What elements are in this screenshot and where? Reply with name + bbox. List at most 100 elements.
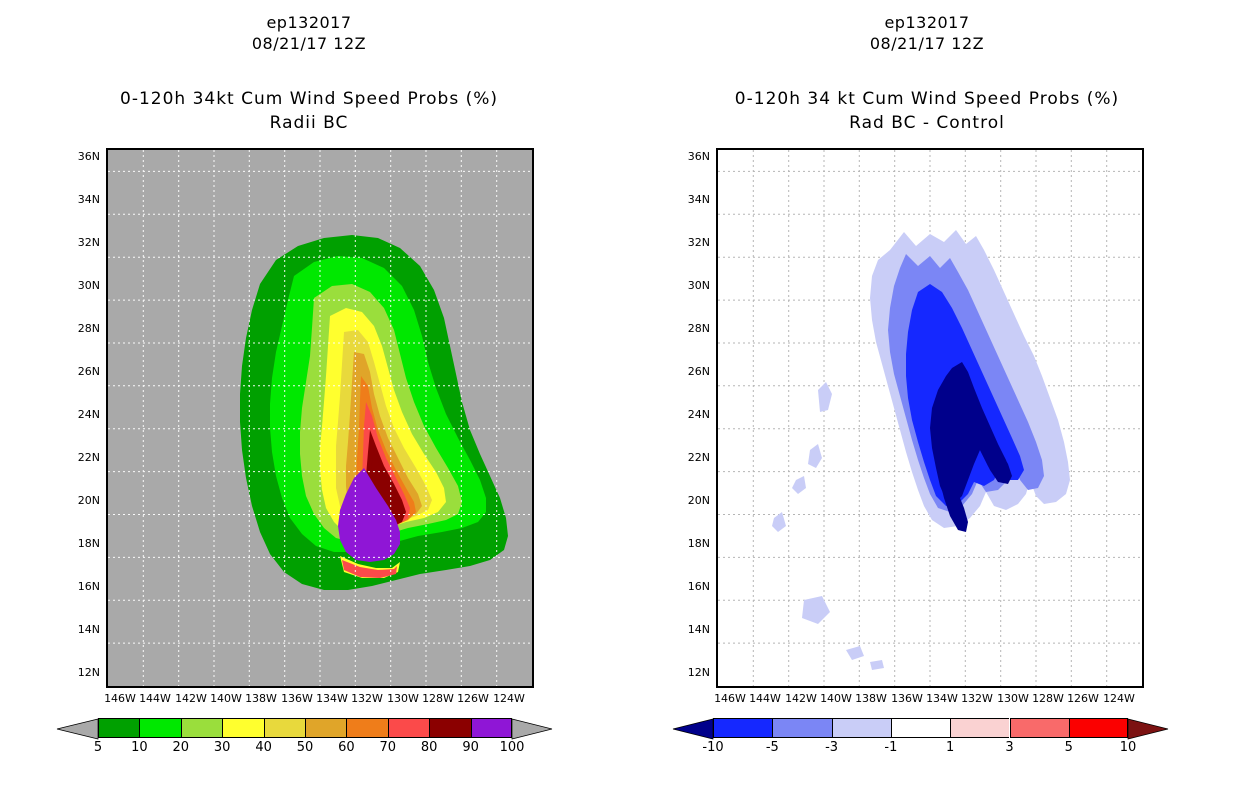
map-plot-area-right bbox=[716, 148, 1144, 688]
y-tick-label: 16N bbox=[77, 580, 100, 593]
x-tick-label: 138W bbox=[855, 692, 887, 705]
colorbar-band bbox=[470, 718, 512, 738]
y-tick-label: 30N bbox=[687, 279, 710, 292]
y-tick-label: 26N bbox=[77, 365, 100, 378]
colorbar-band bbox=[139, 718, 181, 738]
x-tick-label: 146W bbox=[104, 692, 136, 705]
colorbar-tick-label: 10 bbox=[1119, 740, 1137, 755]
x-tick-label: 126W bbox=[1067, 692, 1099, 705]
colorbar-tick-label: -10 bbox=[702, 740, 724, 755]
colorbar-tick-label: 40 bbox=[255, 740, 272, 755]
colorbar-tick-label: -1 bbox=[884, 740, 898, 755]
y-tick-label: 36N bbox=[687, 150, 710, 163]
colorbar-tick-label: 20 bbox=[172, 740, 190, 755]
contour-fragment bbox=[802, 596, 830, 624]
colorbar-band bbox=[1009, 718, 1069, 738]
x-tick-label: 142W bbox=[785, 692, 817, 705]
datetime-right: 08/21/17 12Z bbox=[869, 34, 985, 53]
colorbar-tick-label: 3 bbox=[1005, 740, 1014, 755]
x-tick-label: 124W bbox=[1103, 692, 1135, 705]
colorbar-tick-label: 5 bbox=[1064, 740, 1073, 755]
colorbar-tick-label: 5 bbox=[93, 740, 103, 755]
x-tick-label: 140W bbox=[210, 692, 242, 705]
x-tick-label: 132W bbox=[351, 692, 383, 705]
colorbar-band bbox=[263, 718, 305, 738]
colorbar-band bbox=[772, 718, 832, 738]
y-tick-label: 16N bbox=[687, 580, 710, 593]
colorbar-under-arrow-right bbox=[672, 718, 714, 740]
chart-subtitle-right: Rad BC - Control bbox=[849, 113, 1005, 133]
colorbar-band bbox=[890, 718, 951, 738]
y-tick-label: 22N bbox=[687, 451, 710, 464]
contour-fragment bbox=[818, 382, 832, 412]
chart-title-right: 0-120h 34 kt Cum Wind Speed Probs (%) bbox=[734, 89, 1120, 109]
y-tick-label: 36N bbox=[77, 150, 100, 163]
y-tick-label: 18N bbox=[77, 537, 100, 550]
colorbar-band bbox=[950, 718, 1010, 738]
colorbar-under-arrow-left bbox=[56, 718, 99, 740]
chart-title-left: 0-120h 34kt Cum Wind Speed Probs (%) bbox=[120, 89, 498, 109]
y-tick-label: 20N bbox=[687, 494, 710, 507]
contour-band-neg10-tail bbox=[940, 468, 968, 532]
x-tick-label: 138W bbox=[245, 692, 277, 705]
x-tick-label: 126W bbox=[457, 692, 489, 705]
colorbar-over-arrow-left bbox=[511, 718, 553, 740]
colorbar-tick-label: 50 bbox=[296, 740, 314, 755]
y-tick-label: 24N bbox=[687, 408, 710, 421]
y-tick-label: 32N bbox=[77, 236, 100, 249]
colorbar-right: -10 -5 -3 -1 1 3 5 10 bbox=[618, 718, 1236, 758]
colorbar-band bbox=[305, 718, 347, 738]
colorbar-tick-label: 70 bbox=[379, 740, 397, 755]
x-tick-label: 130W bbox=[997, 692, 1029, 705]
y-tick-label: 18N bbox=[687, 537, 710, 550]
colorbar-band bbox=[387, 718, 430, 738]
y-tick-label: 24N bbox=[77, 408, 100, 421]
gridlines-left bbox=[108, 150, 532, 686]
contour-fragment bbox=[772, 512, 786, 532]
x-tick-label: 136W bbox=[891, 692, 923, 705]
x-tick-label: 144W bbox=[139, 692, 171, 705]
y-tick-label: 12N bbox=[687, 666, 710, 679]
x-tick-label: 130W bbox=[387, 692, 419, 705]
x-tick-label: 128W bbox=[422, 692, 454, 705]
y-tick-label: 22N bbox=[77, 451, 100, 464]
panel-right: ep132017 08/21/17 12Z 0-120h 34 kt Cum W… bbox=[618, 0, 1236, 800]
storm-id-right: ep132017 bbox=[884, 13, 970, 32]
x-tick-label: 136W bbox=[281, 692, 313, 705]
x-tick-label: 134W bbox=[316, 692, 348, 705]
panel-left: ep132017 08/21/17 12Z 0-120h 34kt Cum Wi… bbox=[56, 13, 553, 755]
y-tick-label: 34N bbox=[77, 193, 100, 206]
contour-plot-right bbox=[718, 150, 1142, 686]
chart-subtitle-left: Radii BC bbox=[269, 113, 349, 133]
y-tick-label: 20N bbox=[77, 494, 100, 507]
datetime-left: 08/21/17 12Z bbox=[251, 34, 367, 53]
colorbar-tick-label: 80 bbox=[420, 740, 438, 755]
contour-fragment bbox=[846, 646, 864, 660]
contour-fragment bbox=[870, 660, 884, 670]
colorbar-tick-label: 90 bbox=[462, 740, 479, 755]
x-tick-label: 124W bbox=[493, 692, 525, 705]
y-tick-label: 28N bbox=[77, 322, 100, 335]
y-tick-label: 26N bbox=[687, 365, 710, 378]
colorbar-band bbox=[429, 718, 471, 738]
contour-plot-left bbox=[108, 150, 532, 686]
colorbar-tick-label: 10 bbox=[131, 740, 148, 755]
colorbar-arrows-left bbox=[56, 718, 553, 740]
colorbar-band bbox=[98, 718, 140, 738]
colorbar-band bbox=[1068, 718, 1128, 738]
colorbar-over-arrow-right bbox=[1127, 718, 1169, 740]
contour-fragment bbox=[808, 444, 822, 468]
contour-tail-red bbox=[342, 560, 397, 578]
colorbar-band bbox=[831, 718, 891, 738]
colorbar-tick-label: -3 bbox=[825, 740, 839, 755]
y-tick-label: 12N bbox=[77, 666, 100, 679]
colorbar-tick-label: -5 bbox=[765, 740, 779, 755]
colorbar-tick-label: 30 bbox=[213, 740, 231, 755]
colorbar-band bbox=[180, 718, 223, 738]
x-tick-label: 132W bbox=[961, 692, 993, 705]
colorbar-band bbox=[346, 718, 388, 738]
contour-band-neg10-lobe-b bbox=[968, 412, 1012, 484]
map-plot-area-left bbox=[106, 148, 534, 688]
y-tick-label: 14N bbox=[687, 623, 710, 636]
colorbar-tick-label: 1 bbox=[946, 740, 955, 755]
